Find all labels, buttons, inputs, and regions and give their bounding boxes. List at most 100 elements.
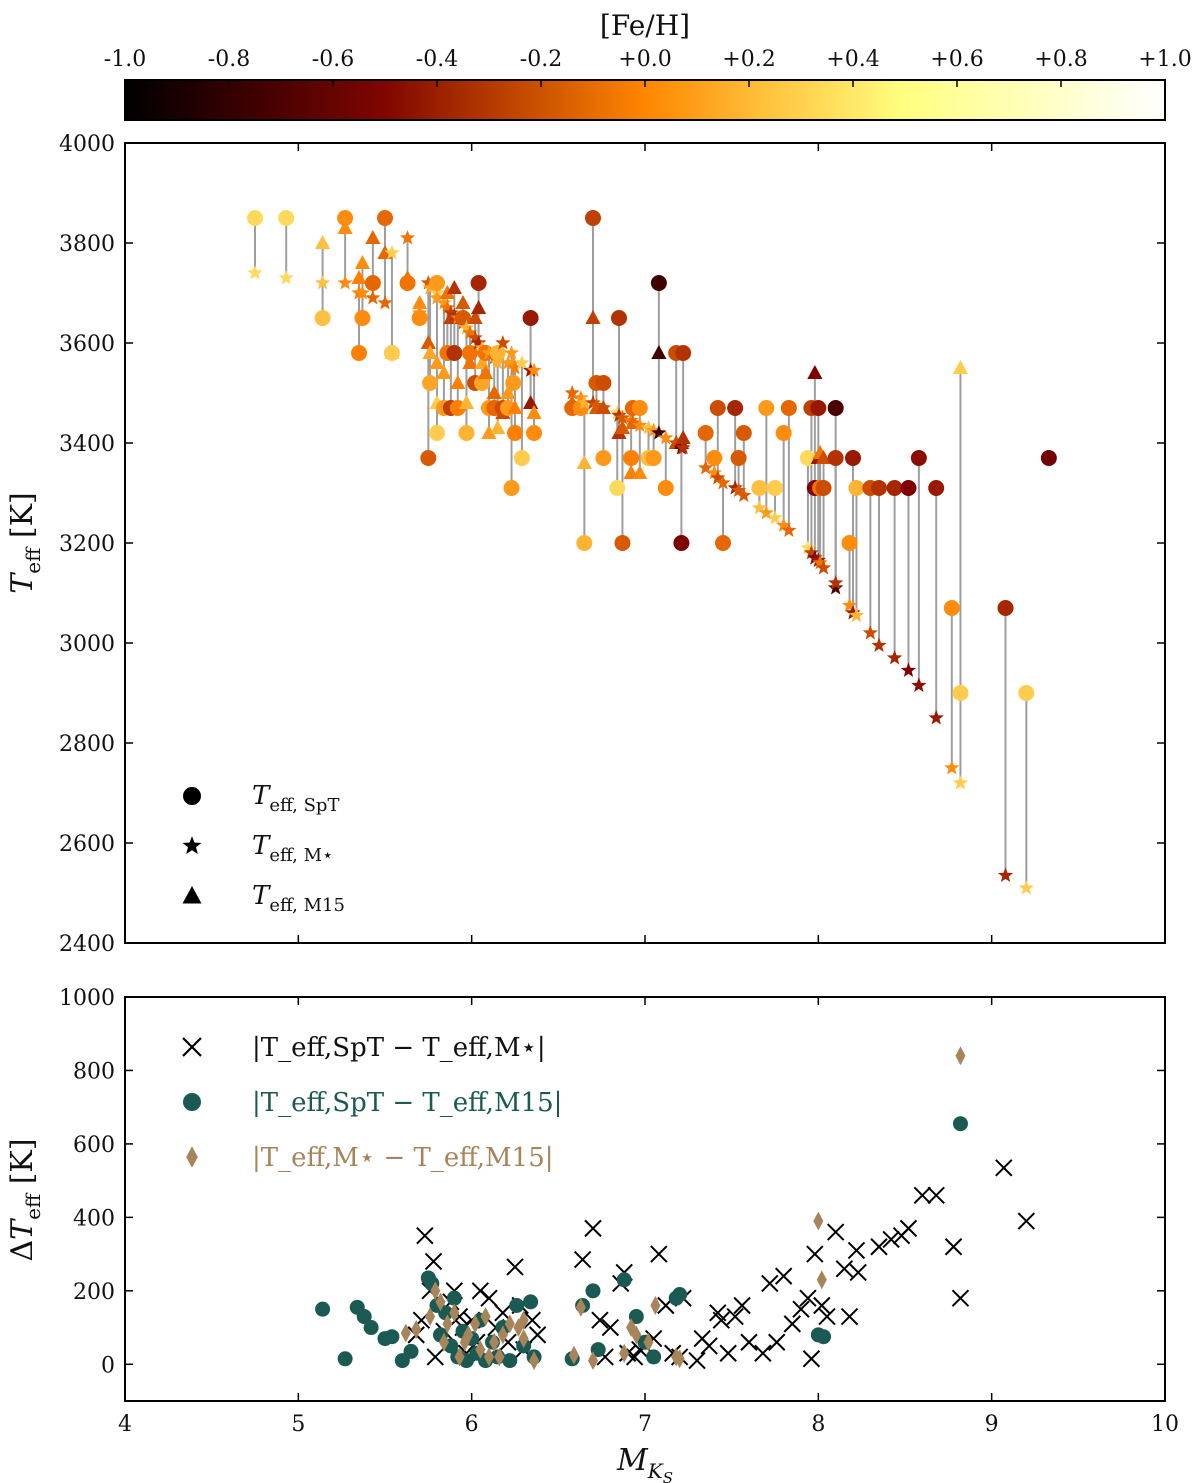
teal-circle-point [816,1329,832,1345]
top-ticks: 2400 2600 2800 3000 3200 3400 3600 3800 4000 [59,132,1166,957]
tan-diamond-point [813,1211,824,1231]
top-points [247,210,1057,895]
triangle-point-m15 [446,280,462,294]
circle-point-spt [871,480,887,496]
cross-point [802,1350,821,1368]
legend-star-marker [182,836,202,855]
circle-point-spt [377,210,393,226]
triangle-point-m15 [490,420,506,434]
star-point-mass [651,425,667,440]
star-point-mass [611,407,627,422]
tan-diamond-point [480,1307,491,1326]
star-point-mass [429,290,445,305]
bottom-plot-area [125,997,1165,1401]
cross-point [584,1219,602,1238]
teal-circle-point [315,1301,331,1317]
star-point-mass [481,345,497,360]
tan-diamond-point [463,1325,474,1345]
colorbar-tick-label: -0.6 [312,47,354,72]
circle-point-spt [411,310,428,326]
circle-point-spt [841,535,858,551]
teal-circle-point [403,1343,419,1359]
tan-diamond-point [400,1323,411,1343]
star-point-mass [871,637,887,652]
star-point-mass [944,760,960,775]
circle-point-spt [422,375,439,391]
star-point-mass [490,355,506,370]
star-point-mass [573,390,589,405]
circle-point-spt [470,275,487,291]
star-point-mass [278,270,294,285]
tan-diamond-point [674,1349,685,1369]
tan-diamond-point [504,1314,515,1334]
triangle-point-m15 [315,235,331,249]
star-point-mass [758,505,774,520]
star-point-mass [828,575,844,590]
tan-diamond-point [626,1318,637,1337]
teal-circle-point [616,1272,632,1288]
circle-point-spt [507,425,523,441]
star-point-mass [503,345,520,360]
teal-circle-point [523,1294,539,1310]
star-point-mass [314,275,331,290]
y-tick-label: 1000 [59,986,115,1011]
teal-circle-point [585,1283,601,1299]
teal-circle-point [356,1309,372,1325]
star-point-mass [751,500,768,515]
colorbar-tick-label: -0.4 [416,47,458,72]
cross-point [573,1250,592,1269]
triangle-point-m15 [458,395,475,409]
triangle-point-m15 [952,360,969,374]
colorbar-tick-label: +0.0 [618,47,671,72]
circle-point-spt [943,600,960,616]
top-legend: Teff, SpT Teff, M⋆ Teff, M15 [182,781,345,916]
cross-point [426,1348,444,1366]
cross-point [726,1307,744,1326]
circle-point-spt [585,210,601,226]
circle-point-spt [709,400,726,416]
legend-label: Teff, M15 [252,881,345,916]
triangle-point-m15 [429,355,445,369]
teal-circle-point [363,1320,379,1336]
star-point-mass [564,385,580,400]
teal-circle-point [438,1305,454,1321]
star-point-mass [420,275,436,290]
triangle-point-m15 [351,270,367,284]
x-tick-label: 10 [1151,1412,1179,1437]
teal-circle-point [952,1116,968,1132]
y-tick-label: 2800 [59,732,115,757]
x-tick-label: 7 [638,1412,652,1437]
star-point-mass [841,597,858,612]
star-point-mass [337,275,353,290]
triangle-point-m15 [450,375,466,389]
triangle-point-m15 [422,345,438,359]
colorbar-tick-label: -0.8 [208,47,250,72]
triangle-point-m15 [462,355,478,369]
cross-point [688,1351,706,1370]
tan-diamond-point [816,1270,827,1290]
triangle-point-m15 [337,220,353,234]
star-point-mass [997,867,1014,882]
triangle-point-m15 [815,450,832,464]
star-point-mass [247,265,263,280]
y-tick-label: 400 [73,1206,115,1231]
bottom-y-axis-label: ΔTeff [K] [5,1138,45,1261]
tan-diamond-point [497,1325,508,1345]
circle-point-spt [900,480,917,496]
teal-circle-point [337,1351,353,1367]
teal-circle-point [628,1309,644,1325]
colorbar-ticks: -1.0 -0.8 -0.6 -0.4 -0.2 +0.0 +0.2 +0.4 +0.6 +0.8… [104,47,1192,87]
star-point-mass [886,650,903,665]
legend-label: Teff, SpT [252,781,339,816]
teal-circle-point [446,1290,462,1306]
circle-point-spt [775,425,792,441]
star-point-mass [736,487,752,502]
legend-label: |T_eff,SpT − T_eff,M15| [252,1088,562,1118]
star-point-mass [354,285,371,300]
legend-label: |T_eff,SpT − T_eff,M⋆| [252,1033,546,1063]
bottom-legend: |T_eff,SpT − T_eff,M⋆| |T_eff,SpT − T_eff… [182,1033,562,1173]
y-tick-label: 3200 [59,532,115,557]
star-point-mass [365,290,381,305]
triangle-point-m15 [651,345,667,359]
